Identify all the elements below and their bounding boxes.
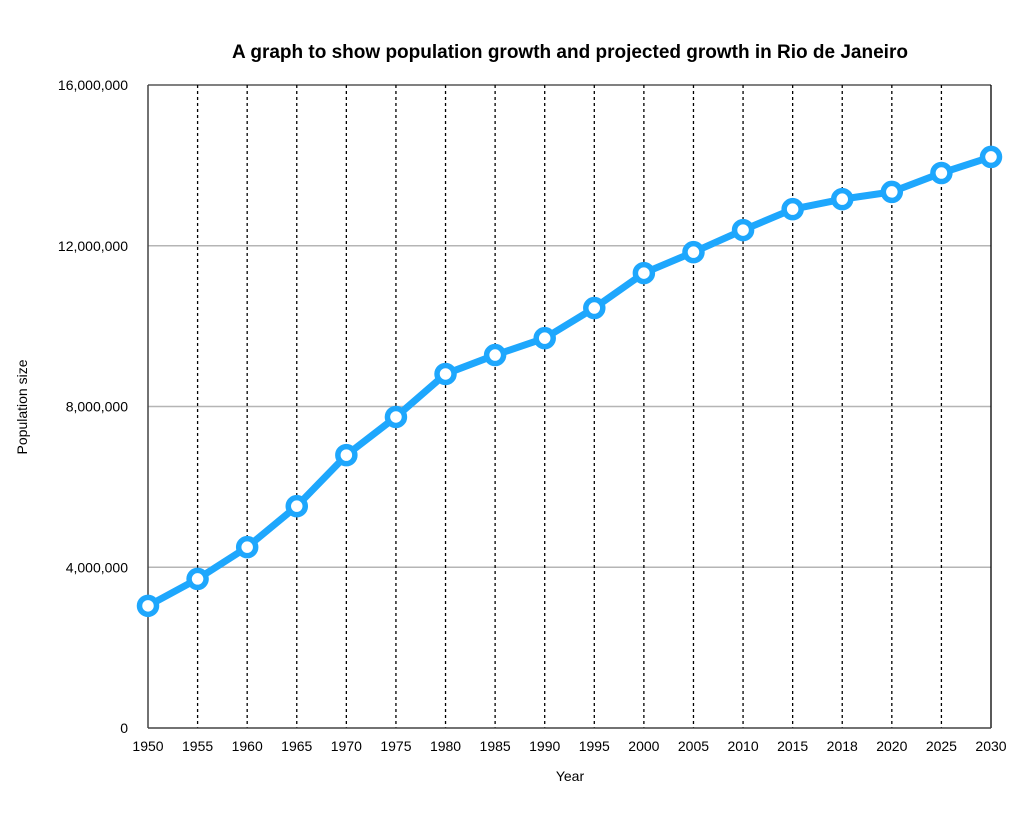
x-tick-label: 1965 [281,738,312,754]
x-tick-label: 1960 [232,738,263,754]
data-point [285,494,309,518]
data-point [930,161,953,185]
data-point [384,405,408,429]
data-point [483,343,507,367]
axes [147,84,992,729]
data-point [583,296,606,320]
x-tick-label: 2005 [678,738,709,754]
data-point [979,145,1003,169]
data-point [434,362,457,386]
y-tick-label: 16,000,000 [58,77,128,93]
y-tick-label: 12,000,000 [58,238,128,254]
x-tick-label: 1955 [182,738,213,754]
grid [148,85,991,728]
data-point [830,187,854,211]
data-point [731,218,755,242]
data-point [682,240,705,264]
data-point [533,326,556,350]
series-population [136,145,1003,618]
x-axis-ticks: 1950 1955 1960 1965 1970 1975 1980 1985 1990 1995… [132,738,1006,754]
x-tick-label: 2010 [727,738,758,754]
x-tick-label: 2020 [876,738,907,754]
x-tick-label: 1950 [132,738,163,754]
y-axis-ticks: 0 4,000,000 8,000,000 12,000,000 16,000,000 [58,77,128,736]
x-tick-label: 1990 [529,738,560,754]
x-tick-label: 1995 [579,738,610,754]
y-tick-label: 8,000,000 [66,399,128,415]
x-tick-label: 1975 [380,738,411,754]
data-point [186,567,209,591]
data-point [781,197,804,221]
data-point [880,180,904,204]
data-point [632,261,656,285]
x-tick-label: 1980 [430,738,461,754]
x-tick-label: 2030 [975,738,1006,754]
chart-title: A graph to show population growth and pr… [232,42,908,63]
series-line [146,153,993,609]
data-point [335,443,358,467]
x-tick-label: 1985 [480,738,511,754]
x-tick-label: 1970 [331,738,362,754]
y-tick-label: 0 [120,720,128,736]
y-tick-label: 4,000,000 [66,559,128,575]
data-point [136,594,160,618]
x-tick-label: 2000 [628,738,659,754]
x-axis-label: Year [556,768,585,784]
x-tick-label: 2025 [926,738,957,754]
x-tick-label: 2015 [777,738,808,754]
x-tick-label: 2018 [827,738,858,754]
data-point [235,535,259,559]
y-axis-label: Population size [14,359,30,454]
